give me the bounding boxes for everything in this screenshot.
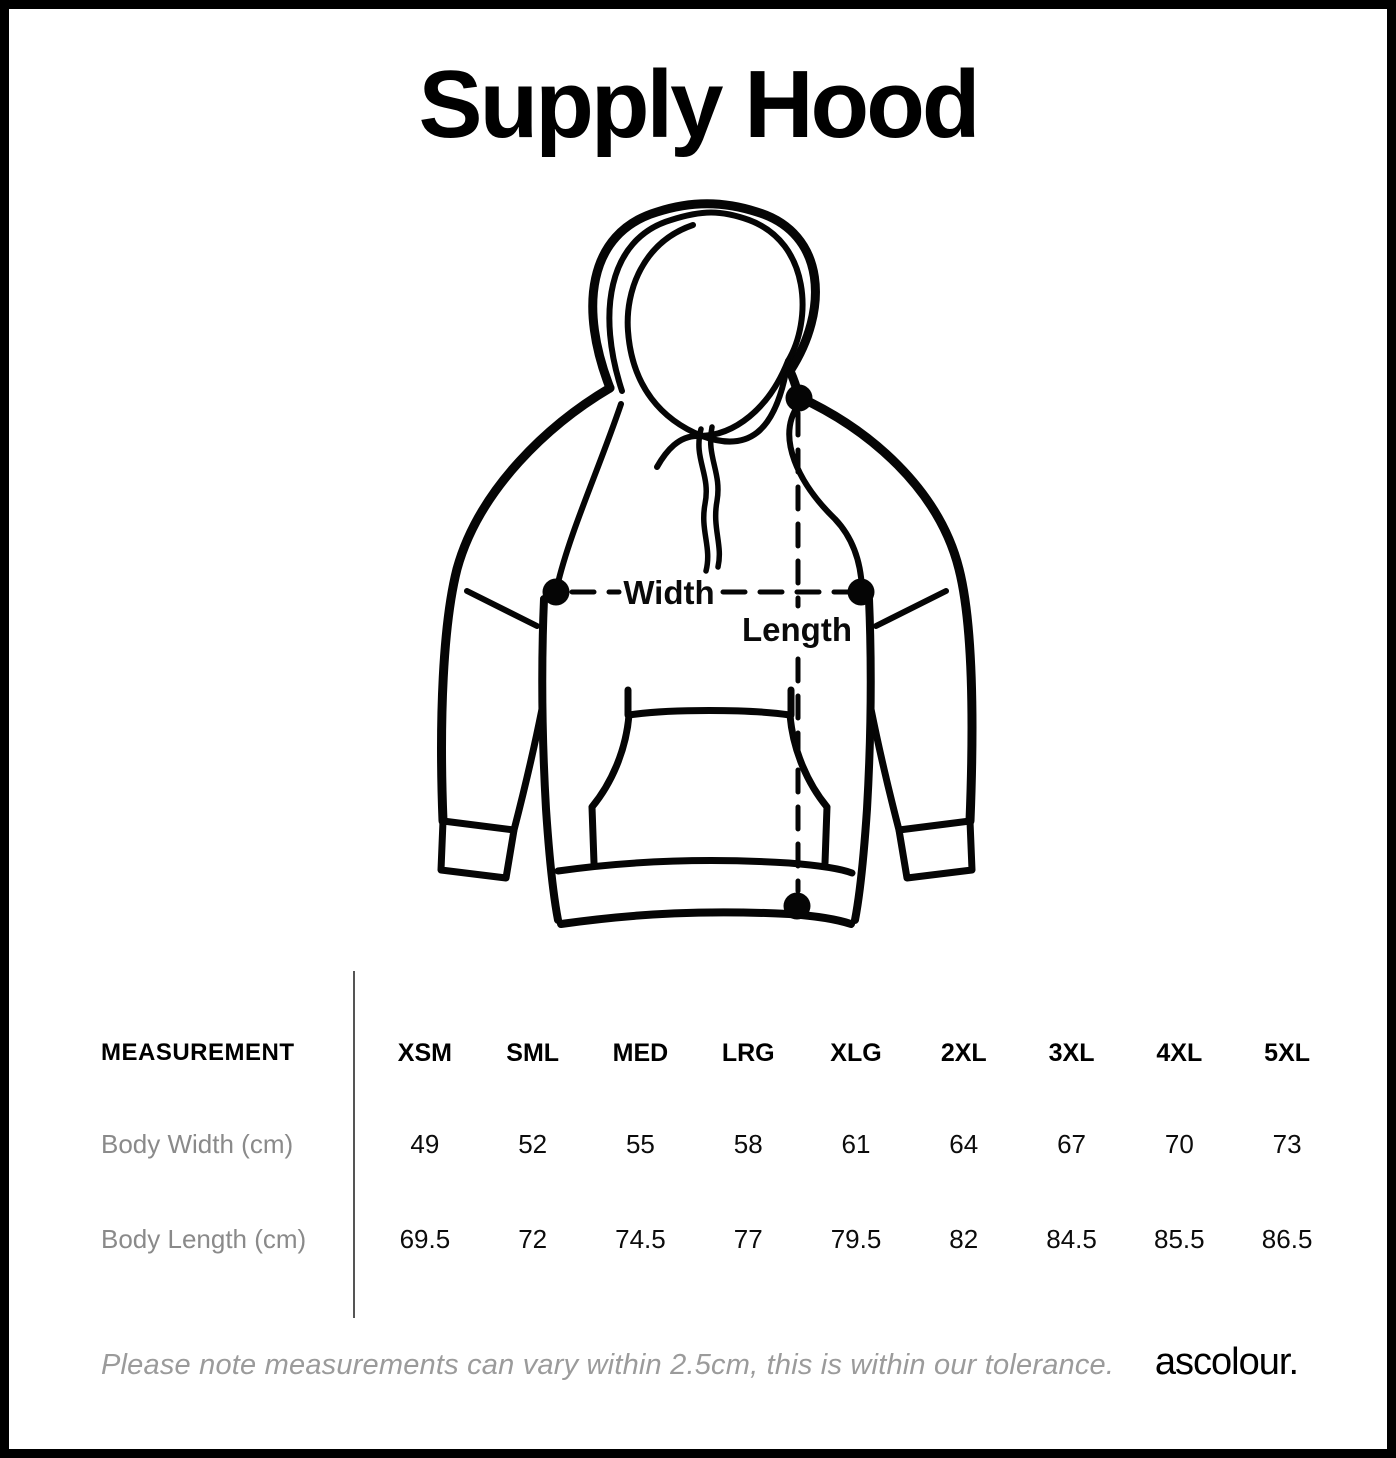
width-label: Width xyxy=(623,574,714,611)
body-width-value: 70 xyxy=(1164,1128,1194,1159)
body-length-value: 79.5 xyxy=(830,1223,882,1254)
body-length-value: 82 xyxy=(949,1223,979,1254)
row-label-body-width: Body Width (cm) xyxy=(101,1128,294,1159)
size-header-5xl: 5XL xyxy=(1264,1038,1311,1067)
body-width-value: 58 xyxy=(733,1128,763,1159)
size-header-2xl: 2XL xyxy=(940,1038,987,1067)
body-width-value: 52 xyxy=(518,1128,548,1159)
measurement-annotations: Width Length xyxy=(542,384,875,920)
size-header-med: MED xyxy=(612,1038,669,1067)
length-label: Length xyxy=(742,611,852,648)
body-width-value: 67 xyxy=(1057,1128,1086,1159)
body-width-value: 61 xyxy=(841,1128,871,1159)
hoodie-diagram: Width Length xyxy=(437,199,977,928)
size-header-sml: SML xyxy=(506,1038,560,1067)
page-title: Supply Hood xyxy=(418,51,981,158)
body-length-value: 69.5 xyxy=(399,1223,451,1254)
size-header-xlg: XLG xyxy=(830,1038,882,1067)
body-length-value: 72 xyxy=(518,1223,548,1254)
size-header-4xl: 4XL xyxy=(1156,1038,1203,1067)
hem-dot xyxy=(783,892,811,920)
size-header-lrg: LRG xyxy=(721,1038,775,1067)
right-armpit-dot xyxy=(847,578,875,606)
body-length-value: 77 xyxy=(733,1223,763,1254)
size-header-3xl: 3XL xyxy=(1048,1038,1095,1067)
size-table: MEASUREMENT XSM SML MED LRG XLG 2XL 3XL … xyxy=(101,1029,1341,1267)
ascolour-logo: ascolour. xyxy=(1154,1341,1299,1383)
row-label-body-length: Body Length (cm) xyxy=(101,1223,307,1254)
body-length-value: 84.5 xyxy=(1046,1223,1097,1254)
body-length-value: 74.5 xyxy=(615,1223,666,1254)
table-divider-line xyxy=(353,971,355,1318)
hoodie-outline-art xyxy=(437,199,977,928)
body-width-value: 55 xyxy=(625,1128,655,1159)
body-width-value: 49 xyxy=(410,1128,440,1159)
body-length-value: 86.5 xyxy=(1261,1223,1313,1254)
measurement-header: MEASUREMENT xyxy=(101,1039,295,1066)
left-armpit-dot xyxy=(542,578,570,606)
shoulder-dot xyxy=(785,384,813,412)
body-width-value: 64 xyxy=(949,1128,979,1159)
body-length-value: 85.5 xyxy=(1154,1223,1205,1254)
size-header-xsm: XSM xyxy=(397,1038,452,1067)
body-width-value: 73 xyxy=(1272,1128,1302,1159)
tolerance-note: Please note measurements can vary within… xyxy=(101,1349,1115,1381)
